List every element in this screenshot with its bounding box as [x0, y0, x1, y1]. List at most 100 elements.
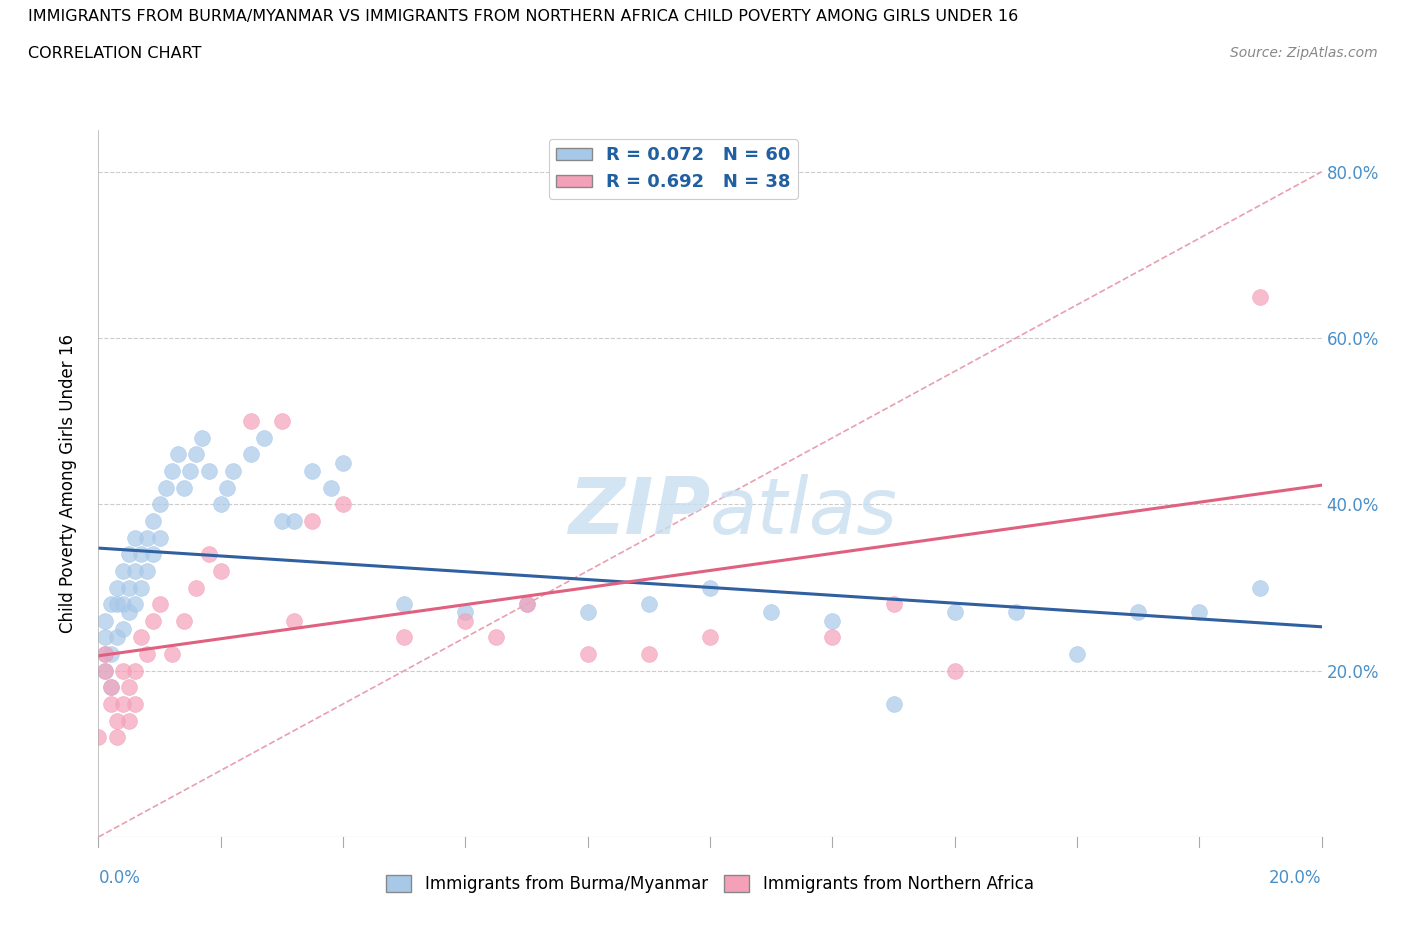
Point	[100, 680, 122, 695]
Point	[270, 414, 292, 429]
Point	[576, 605, 599, 620]
Point	[105, 730, 128, 745]
Point	[105, 597, 128, 612]
Point	[173, 614, 195, 629]
Text: 20.0%: 20.0%	[1270, 869, 1322, 887]
Text: Source: ZipAtlas.com: Source: ZipAtlas.com	[1230, 46, 1378, 60]
Text: ZIP: ZIP	[568, 474, 710, 550]
Point	[637, 646, 661, 661]
Point	[142, 513, 165, 528]
Point	[160, 464, 183, 479]
Point	[167, 447, 190, 462]
Point	[118, 680, 141, 695]
Point	[149, 497, 172, 512]
Point	[93, 614, 115, 629]
Point	[136, 646, 159, 661]
Text: atlas: atlas	[710, 474, 898, 550]
Point	[111, 597, 134, 612]
Point	[283, 513, 305, 528]
Point	[173, 480, 195, 495]
Point	[118, 547, 141, 562]
Point	[100, 597, 122, 612]
Point	[821, 614, 844, 629]
Point	[516, 597, 538, 612]
Text: IMMIGRANTS FROM BURMA/MYANMAR VS IMMIGRANTS FROM NORTHERN AFRICA CHILD POVERTY A: IMMIGRANTS FROM BURMA/MYANMAR VS IMMIGRA…	[28, 9, 1018, 24]
Point	[197, 464, 219, 479]
Point	[111, 663, 134, 678]
Point	[252, 431, 274, 445]
Point	[1188, 605, 1211, 620]
Point	[111, 697, 134, 711]
Point	[821, 630, 844, 644]
Point	[699, 630, 721, 644]
Point	[191, 431, 214, 445]
Point	[1249, 580, 1271, 595]
Point	[637, 597, 661, 612]
Point	[454, 614, 477, 629]
Point	[516, 597, 538, 612]
Point	[485, 630, 508, 644]
Point	[142, 614, 165, 629]
Point	[105, 580, 128, 595]
Point	[1004, 605, 1026, 620]
Point	[124, 597, 146, 612]
Point	[118, 580, 141, 595]
Point	[111, 621, 134, 636]
Point	[1066, 646, 1088, 661]
Point	[1249, 289, 1271, 304]
Point	[270, 513, 292, 528]
Point	[93, 663, 115, 678]
Point	[136, 530, 159, 545]
Point	[332, 497, 354, 512]
Text: Child Poverty Among Girls Under 16: Child Poverty Among Girls Under 16	[59, 334, 77, 633]
Point	[576, 646, 599, 661]
Point	[100, 680, 122, 695]
Legend: Immigrants from Burma/Myanmar, Immigrants from Northern Africa: Immigrants from Burma/Myanmar, Immigrant…	[380, 868, 1040, 899]
Point	[149, 597, 172, 612]
Point	[124, 697, 146, 711]
Point	[160, 646, 183, 661]
Point	[129, 630, 152, 644]
Point	[129, 547, 152, 562]
Point	[100, 697, 122, 711]
Point	[301, 513, 323, 528]
Point	[222, 464, 245, 479]
Point	[93, 646, 115, 661]
Point	[186, 580, 208, 595]
Text: 0.0%: 0.0%	[98, 869, 141, 887]
Text: CORRELATION CHART: CORRELATION CHART	[28, 46, 201, 61]
Point	[883, 697, 905, 711]
Point	[943, 605, 966, 620]
Point	[301, 464, 323, 479]
Point	[179, 464, 201, 479]
Point	[240, 447, 263, 462]
Point	[93, 646, 115, 661]
Point	[209, 564, 232, 578]
Point	[105, 713, 128, 728]
Point	[883, 597, 905, 612]
Point	[93, 630, 115, 644]
Point	[118, 605, 141, 620]
Point	[111, 564, 134, 578]
Point	[332, 456, 354, 471]
Point	[283, 614, 305, 629]
Point	[186, 447, 208, 462]
Point	[129, 580, 152, 595]
Point	[759, 605, 782, 620]
Point	[319, 480, 342, 495]
Point	[124, 663, 146, 678]
Point	[392, 597, 416, 612]
Point	[240, 414, 263, 429]
Point	[87, 730, 110, 745]
Point	[155, 480, 177, 495]
Point	[454, 605, 477, 620]
Point	[943, 663, 966, 678]
Point	[215, 480, 238, 495]
Point	[142, 547, 165, 562]
Point	[124, 564, 146, 578]
Point	[699, 580, 721, 595]
Point	[149, 530, 172, 545]
Point	[209, 497, 232, 512]
Point	[136, 564, 159, 578]
Point	[93, 663, 115, 678]
